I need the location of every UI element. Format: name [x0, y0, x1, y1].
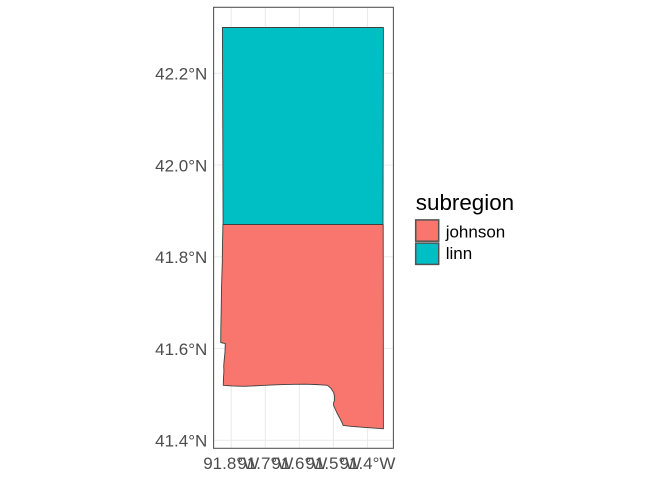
- svg-text:subregion: subregion: [416, 190, 514, 215]
- svg-text:linn: linn: [446, 244, 472, 263]
- svg-text:91.5°W: 91.5°W: [305, 454, 361, 473]
- svg-text:91.6°W: 91.6°W: [271, 454, 327, 473]
- svg-text:42.2°N: 42.2°N: [155, 65, 207, 84]
- svg-text:91.4°W: 91.4°W: [340, 454, 396, 473]
- svg-text:41.4°N: 41.4°N: [155, 432, 207, 451]
- svg-text:johnson: johnson: [445, 222, 506, 241]
- svg-text:91.8°W: 91.8°W: [203, 454, 259, 473]
- svg-text:42.0°N: 42.0°N: [155, 156, 207, 175]
- svg-text:41.6°N: 41.6°N: [155, 340, 207, 359]
- svg-text:91.7°W: 91.7°W: [237, 454, 293, 473]
- svg-text:41.8°N: 41.8°N: [155, 248, 207, 267]
